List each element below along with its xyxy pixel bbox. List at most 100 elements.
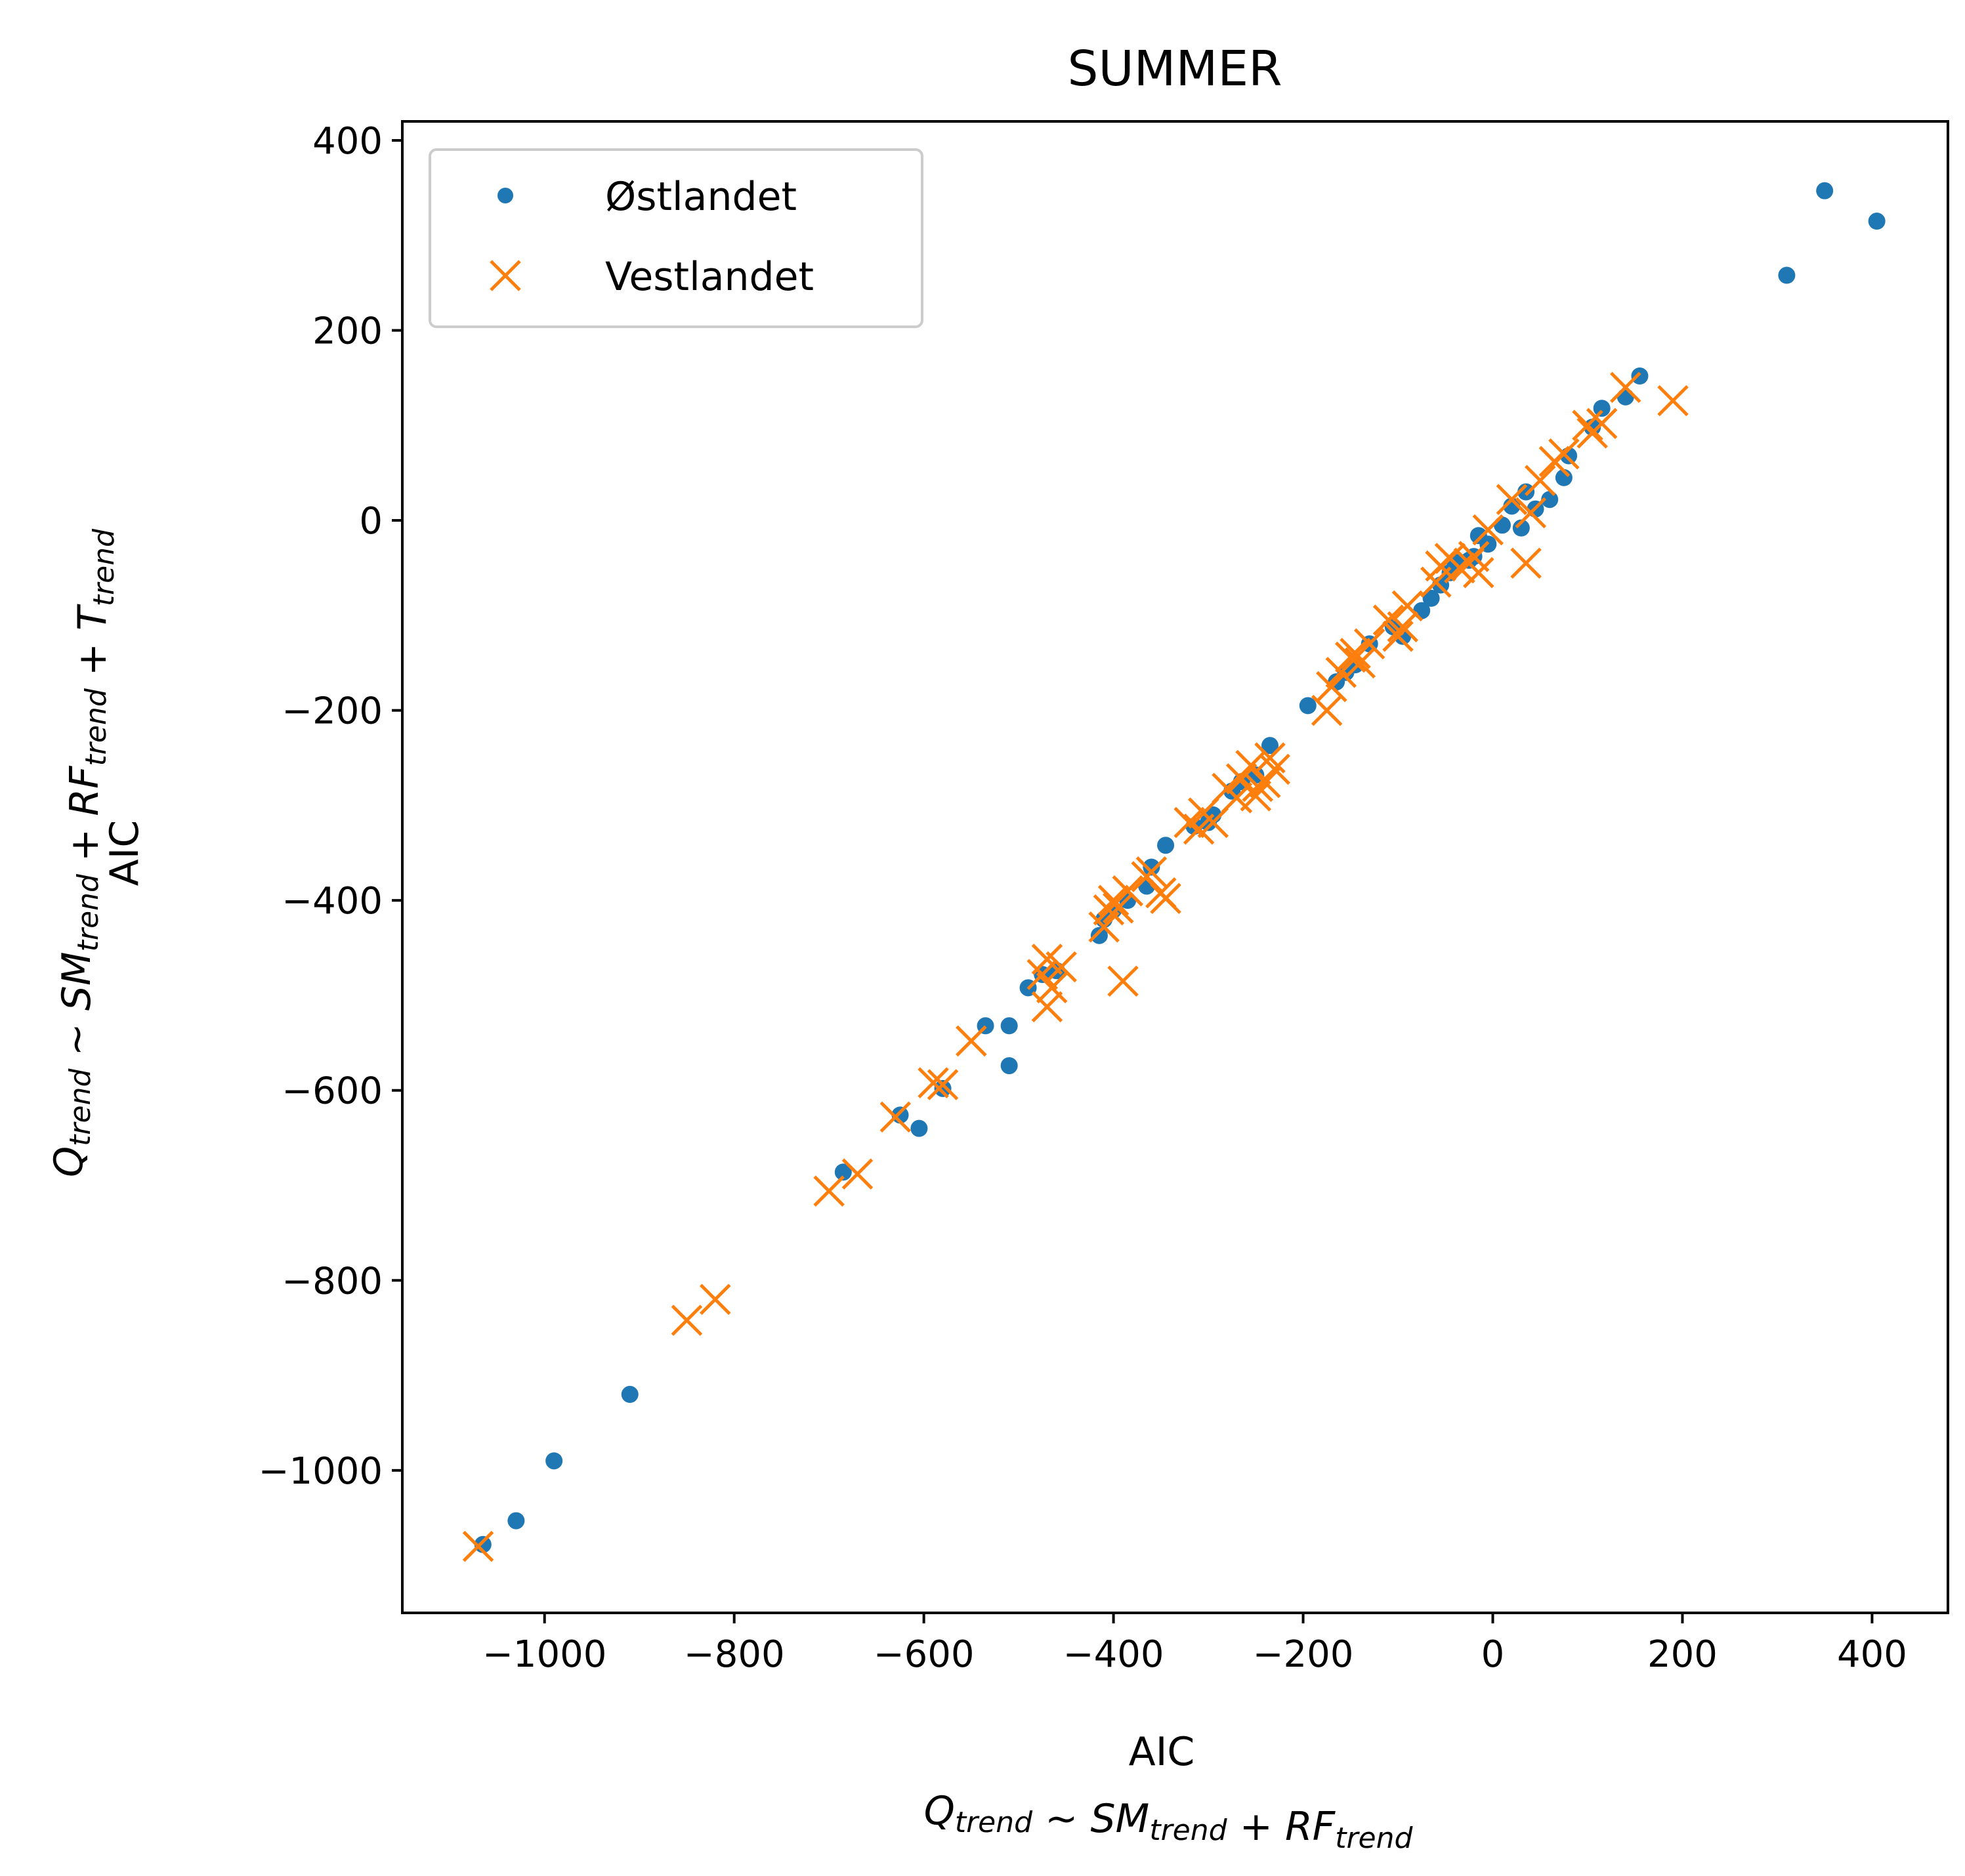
point-vestlandet xyxy=(1463,556,1494,589)
point-vestlandet xyxy=(1150,883,1181,915)
point-vestlandet xyxy=(1353,628,1385,660)
y-tick-label: −200 xyxy=(282,690,383,733)
point-vestlandet xyxy=(1325,656,1357,688)
y-tick-label: −800 xyxy=(282,1260,383,1303)
y-tick-label: 0 xyxy=(359,500,383,543)
point-ostlandet xyxy=(1493,516,1511,534)
point-vestlandet xyxy=(1097,885,1130,916)
ticks-layer: −1000 −800 −600 −400 −200 0 200 400 −1000 −800 −60… xyxy=(259,120,1907,1676)
x-tick-label: −600 xyxy=(874,1633,975,1676)
x-axis-formula: Qtrend ~ SMtrend + RFtrend xyxy=(924,1788,1414,1855)
y-axis-formula: Qtrend ~ SMtrend + RFtrend + Ttrend xyxy=(46,528,121,1177)
point-vestlandet xyxy=(1254,742,1286,774)
x-tick-label: 200 xyxy=(1647,1633,1718,1676)
point-ostlandet xyxy=(1261,737,1278,755)
y-tick-label: 200 xyxy=(312,310,383,353)
y-tick-label: −400 xyxy=(282,880,383,923)
x-tick-label: 400 xyxy=(1837,1633,1907,1676)
point-vestlandet xyxy=(1249,766,1281,799)
point-vestlandet xyxy=(918,1067,949,1098)
chart-title: SUMMER xyxy=(1067,41,1282,97)
point-ostlandet xyxy=(1143,858,1160,876)
point-ostlandet xyxy=(545,1452,563,1470)
point-vestlandet xyxy=(1031,944,1063,975)
point-ostlandet xyxy=(834,1163,852,1181)
point-vestlandet xyxy=(1340,637,1371,669)
point-vestlandet xyxy=(927,1069,959,1100)
point-ostlandet xyxy=(1157,837,1175,854)
point-ostlandet xyxy=(1422,589,1440,607)
point-vestlandet xyxy=(1259,753,1290,785)
point-ostlandet xyxy=(1512,519,1530,537)
legend-marker-ostlandet xyxy=(497,188,513,203)
legend-label-ostlandet: Østlandet xyxy=(605,174,797,220)
point-vestlandet xyxy=(841,1158,874,1190)
point-vestlandet xyxy=(1472,514,1504,546)
series-vestlandet xyxy=(462,371,1689,1562)
point-vestlandet xyxy=(1316,671,1347,703)
legend-label-vestlandet: Vestlandet xyxy=(605,254,814,300)
point-vestlandet xyxy=(671,1304,703,1336)
point-vestlandet xyxy=(1610,371,1641,404)
point-ostlandet xyxy=(621,1386,639,1404)
point-vestlandet xyxy=(1657,385,1689,417)
x-tick-label: −200 xyxy=(1253,1633,1354,1676)
point-ostlandet xyxy=(1593,400,1611,417)
point-ostlandet xyxy=(1816,182,1834,199)
point-vestlandet xyxy=(1046,951,1077,983)
point-vestlandet xyxy=(1524,465,1556,497)
point-vestlandet xyxy=(1112,875,1144,907)
point-vestlandet xyxy=(1103,892,1134,924)
point-vestlandet xyxy=(1107,965,1139,997)
point-ostlandet xyxy=(1000,1017,1018,1035)
point-vestlandet xyxy=(1382,620,1414,652)
point-ostlandet xyxy=(1299,697,1317,715)
point-vestlandet xyxy=(462,1530,494,1562)
point-vestlandet xyxy=(813,1175,845,1207)
point-vestlandet xyxy=(1088,911,1120,943)
point-vestlandet xyxy=(1444,552,1475,584)
point-ostlandet xyxy=(1631,367,1649,385)
point-vestlandet xyxy=(1135,856,1168,888)
x-axis-label: AIC xyxy=(1129,1729,1195,1775)
legend: Østlandet Vestlandet xyxy=(429,148,923,328)
point-ostlandet xyxy=(1868,213,1886,230)
point-vestlandet xyxy=(1572,409,1603,442)
point-vestlandet xyxy=(1510,547,1542,579)
point-vestlandet xyxy=(1586,407,1618,440)
point-vestlandet xyxy=(1391,590,1424,622)
y-tick-label: −1000 xyxy=(259,1450,383,1493)
x-tick-label: −1000 xyxy=(482,1633,606,1676)
point-vestlandet xyxy=(1240,780,1272,812)
point-vestlandet xyxy=(1197,806,1229,839)
point-ostlandet xyxy=(1000,1057,1018,1075)
points-layer xyxy=(462,182,1886,1562)
point-ostlandet xyxy=(1090,927,1108,944)
point-vestlandet xyxy=(956,1025,987,1057)
point-ostlandet xyxy=(910,1119,928,1137)
point-vestlandet xyxy=(1515,497,1547,529)
point-vestlandet xyxy=(1496,484,1528,515)
point-vestlandet xyxy=(1344,647,1376,678)
point-vestlandet xyxy=(1548,438,1580,470)
point-vestlandet xyxy=(1036,972,1068,1004)
point-vestlandet xyxy=(700,1283,731,1316)
point-vestlandet xyxy=(1173,806,1205,839)
y-tick-label: −600 xyxy=(282,1070,383,1113)
plot-frame xyxy=(401,120,1949,1614)
point-vestlandet xyxy=(1387,611,1419,642)
x-tick-label: −800 xyxy=(684,1633,785,1676)
y-axis-label: AIC xyxy=(102,820,148,886)
y-tick-label: 400 xyxy=(312,120,383,163)
x-tick-label: 0 xyxy=(1481,1633,1505,1676)
legend-marker-vestlandet xyxy=(490,260,521,291)
x-tick-label: −400 xyxy=(1063,1633,1164,1676)
point-ostlandet xyxy=(1778,266,1796,284)
point-vestlandet xyxy=(1031,991,1063,1023)
point-vestlandet xyxy=(879,1101,912,1133)
point-ostlandet xyxy=(934,1079,952,1097)
point-ostlandet xyxy=(507,1512,525,1530)
point-ostlandet xyxy=(1616,388,1634,406)
